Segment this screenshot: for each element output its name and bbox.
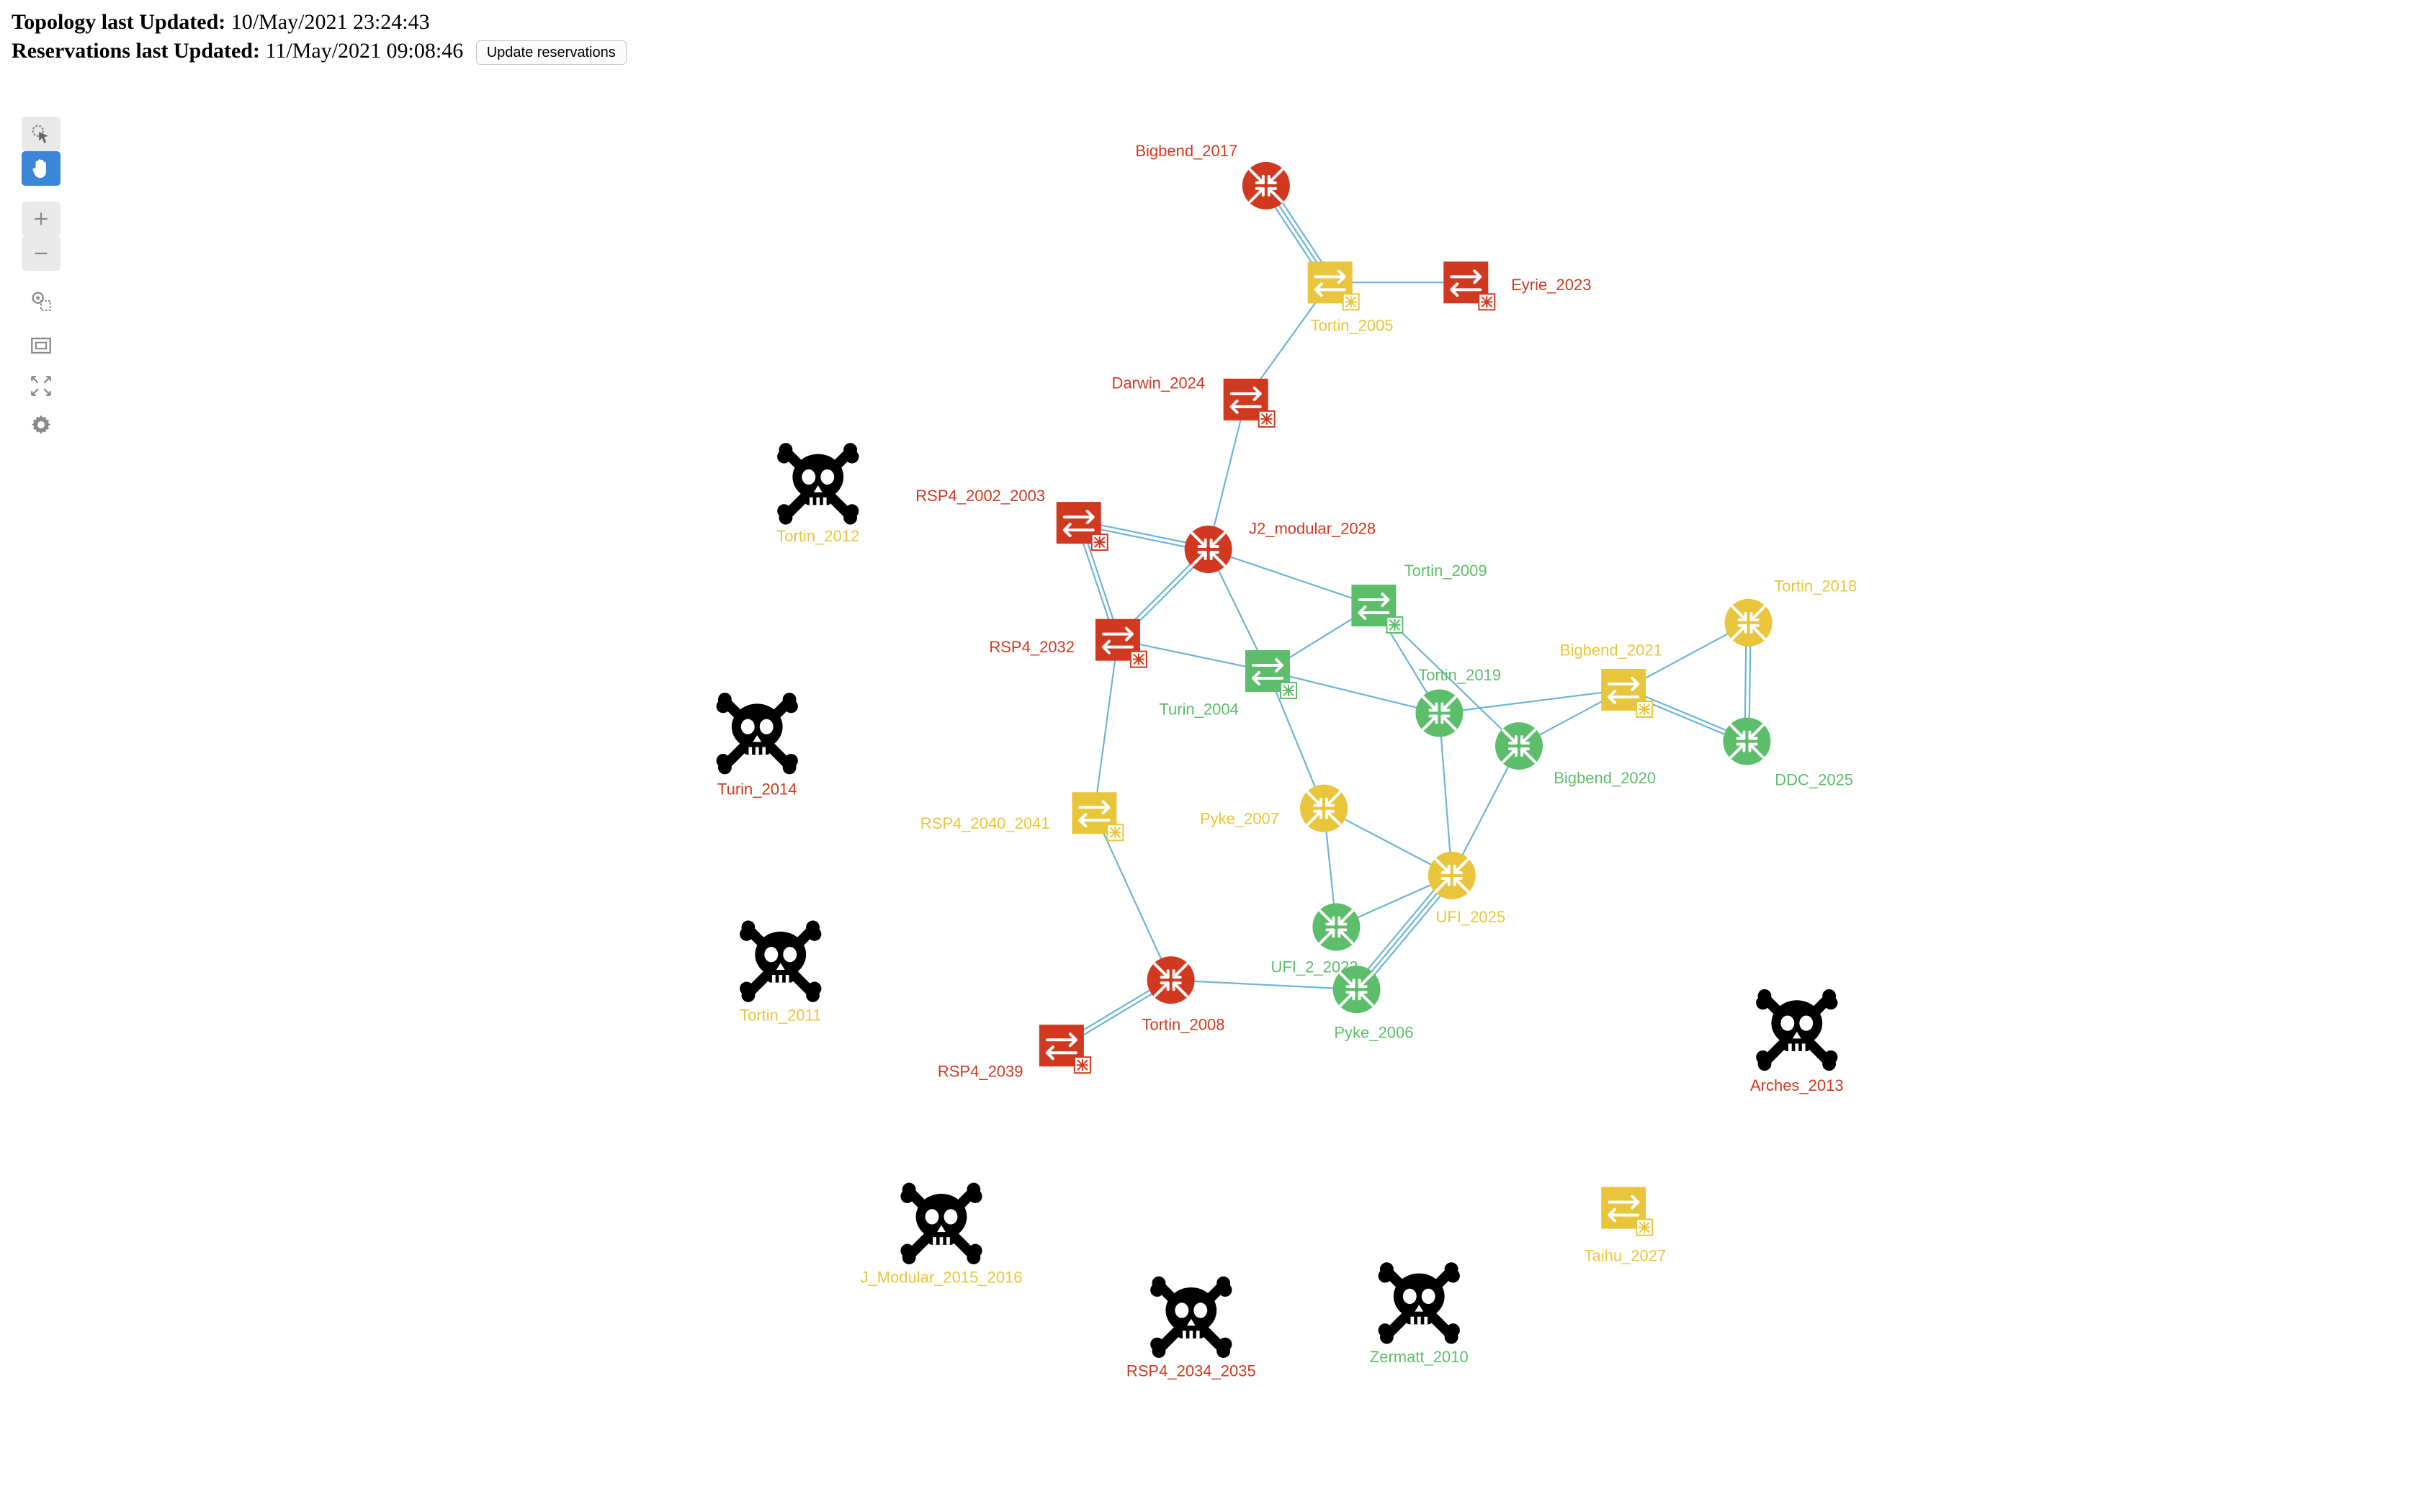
reservations-updated-label: Reservations last Updated: [12, 39, 260, 63]
node-Pyke_2006[interactable]: Pyke_2006 [1332, 966, 1414, 1041]
node-label: Eyrie_2023 [1511, 276, 1591, 294]
settings-button[interactable] [22, 408, 60, 442]
settings-icon [31, 415, 51, 434]
node-label: Tortin_2009 [1404, 562, 1487, 580]
node-label: Pyke_2007 [1200, 809, 1279, 827]
link-J2_modular_2028-Tortin_2009[interactable] [1208, 548, 1374, 607]
reservations-updated-value: 11/May/2021 09:08:46 [265, 39, 464, 63]
topology-updated-line: Topology last Updated: 10/May/2021 23:24… [12, 9, 430, 36]
select-tool-button[interactable] [22, 117, 60, 151]
node-label: Pyke_2006 [1334, 1023, 1413, 1041]
node-Arches_2013[interactable]: Arches_2013 [1750, 989, 1844, 1094]
topology-updated-value: 10/May/2021 23:24:43 [230, 10, 430, 34]
node-Turin_2014[interactable]: Turin_2014 [716, 693, 798, 798]
link-UFI_2025-Pyke_2006[interactable] [1355, 875, 1453, 990]
link-UFI_2025-Pyke_2006[interactable] [1353, 872, 1450, 988]
node-label: Tortin_2008 [1142, 1016, 1224, 1034]
node-Zermatt_2010[interactable]: Zermatt_2010 [1370, 1262, 1469, 1366]
node-label: J_Modular_2015_2016 [860, 1269, 1022, 1287]
link-Tortin_2019-UFI_2025[interactable] [1438, 713, 1453, 876]
node-Taihu_2027[interactable]: Taihu_2027 [1584, 1187, 1666, 1265]
link-Darwin_2024-J2_modular_2028[interactable] [1207, 399, 1247, 550]
node-label: Tortin_2012 [776, 527, 859, 545]
node-label: Zermatt_2010 [1370, 1348, 1469, 1366]
zoom-out-button[interactable] [22, 236, 60, 271]
link-Tortin_2019-Bigbend_2021[interactable] [1439, 688, 1624, 714]
node-label: Bigbend_2021 [1560, 641, 1662, 659]
links-layer [1059, 183, 1752, 1048]
link-Bigbend_2020-UFI_2025[interactable] [1451, 745, 1520, 876]
node-RSP4_2034_2035[interactable]: RSP4_2034_2035 [1126, 1276, 1256, 1380]
link-UFI_2025-Pyke_2006[interactable] [1359, 878, 1456, 993]
node-Bigbend_2020[interactable]: Bigbend_2020 [1494, 722, 1656, 787]
node-label: RSP4_2002_2003 [915, 487, 1045, 505]
zoom-in-button[interactable] [22, 202, 60, 236]
zoom-area-button[interactable] [22, 284, 60, 318]
node-Tortin_2011[interactable]: Tortin_2011 [740, 920, 821, 1025]
node-RSP4_2032[interactable]: RSP4_2032 [989, 618, 1147, 668]
node-label: Tortin_2011 [740, 1007, 821, 1025]
expand-button[interactable] [22, 369, 60, 403]
node-J_Modular_2015_2016[interactable]: J_Modular_2015_2016 [860, 1182, 1023, 1287]
link-RSP4_2040_2041-Tortin_2008[interactable] [1093, 812, 1172, 981]
node-label: RSP4_2034_2035 [1126, 1362, 1256, 1380]
topology-updated-label: Topology last Updated: [12, 10, 226, 34]
node-label: RSP4_2040_2041 [920, 814, 1050, 832]
node-Tortin_2012[interactable]: Tortin_2012 [776, 443, 859, 545]
node-label: Tortin_2018 [1774, 577, 1857, 595]
node-label: Arches_2013 [1750, 1076, 1844, 1094]
node-Pyke_2007[interactable]: Pyke_2007 [1200, 784, 1348, 832]
node-label: Tortin_2019 [1418, 666, 1501, 684]
node-Tortin_2005[interactable]: Tortin_2005 [1307, 261, 1394, 335]
link-Tortin_2008-Pyke_2006[interactable] [1170, 979, 1357, 991]
node-Tortin_2009[interactable]: Tortin_2009 [1351, 562, 1487, 634]
node-Eyrie_2023[interactable]: Eyrie_2023 [1443, 261, 1591, 311]
node-Tortin_2008[interactable]: Tortin_2008 [1142, 956, 1224, 1034]
link-Turin_2004-Pyke_2007[interactable] [1266, 670, 1325, 809]
node-UFI_2025[interactable]: UFI_2025 [1428, 851, 1505, 926]
expand-icon [31, 376, 51, 396]
pan-hand-icon [32, 159, 46, 179]
link-Pyke_2007-UFI_2025[interactable] [1323, 807, 1453, 876]
node-label: Taihu_2027 [1584, 1246, 1666, 1264]
link-RSP4_2032-Turin_2004[interactable] [1117, 639, 1268, 672]
node-RSP4_2002_2003[interactable]: RSP4_2002_2003 [915, 487, 1108, 552]
node-label: RSP4_2032 [989, 638, 1075, 656]
node-Tortin_2019[interactable]: Tortin_2019 [1415, 666, 1501, 737]
node-label: Tortin_2005 [1311, 317, 1394, 335]
node-RSP4_2040_2041[interactable]: RSP4_2040_2041 [920, 792, 1124, 842]
node-Turin_2004[interactable]: Turin_2004 [1159, 650, 1298, 719]
node-label: Bigbend_2020 [1554, 769, 1656, 787]
node-label: DDC_2025 [1775, 770, 1853, 788]
node-DDC_2025[interactable]: DDC_2025 [1723, 717, 1853, 789]
node-Tortin_2018[interactable]: Tortin_2018 [1724, 577, 1857, 647]
fit-view-icon [31, 337, 51, 354]
link-RSP4_2032-RSP4_2040_2041[interactable] [1093, 639, 1119, 814]
node-Darwin_2024[interactable]: Darwin_2024 [1111, 374, 1276, 428]
node-UFI_2_2022[interactable]: UFI_2_2022 [1270, 903, 1361, 976]
update-reservations-button[interactable]: Update reservations [475, 40, 627, 66]
select-icon [32, 125, 48, 143]
reservations-updated-line: Reservations last Updated: 11/May/2021 0… [12, 37, 627, 66]
node-label: Turin_2014 [717, 780, 797, 798]
node-label: UFI_2025 [1435, 908, 1505, 926]
node-J2_modular_2028[interactable]: J2_modular_2028 [1184, 519, 1376, 573]
zoom-in-icon [35, 212, 48, 225]
node-label: Darwin_2024 [1111, 374, 1205, 392]
node-label: RSP4_2039 [938, 1063, 1023, 1081]
node-label: J2_modular_2028 [1249, 519, 1376, 537]
zoom-out-icon [35, 252, 48, 255]
pan-tool-button[interactable] [22, 151, 60, 186]
fit-view-button[interactable] [22, 328, 60, 363]
zoom-area-icon [32, 292, 51, 311]
node-label: Turin_2004 [1159, 701, 1238, 719]
node-Bigbend_2017[interactable]: Bigbend_2017 [1135, 142, 1290, 210]
link-Turin_2004-Tortin_2019[interactable] [1267, 670, 1440, 714]
node-RSP4_2039[interactable]: RSP4_2039 [938, 1025, 1091, 1081]
node-label: Bigbend_2017 [1135, 142, 1237, 160]
nodes-layer: Bigbend_2017 Tortin_2005 Eyrie_2023 Darwin_… [716, 142, 1857, 1380]
node-Bigbend_2021[interactable]: Bigbend_2021 [1560, 641, 1662, 719]
